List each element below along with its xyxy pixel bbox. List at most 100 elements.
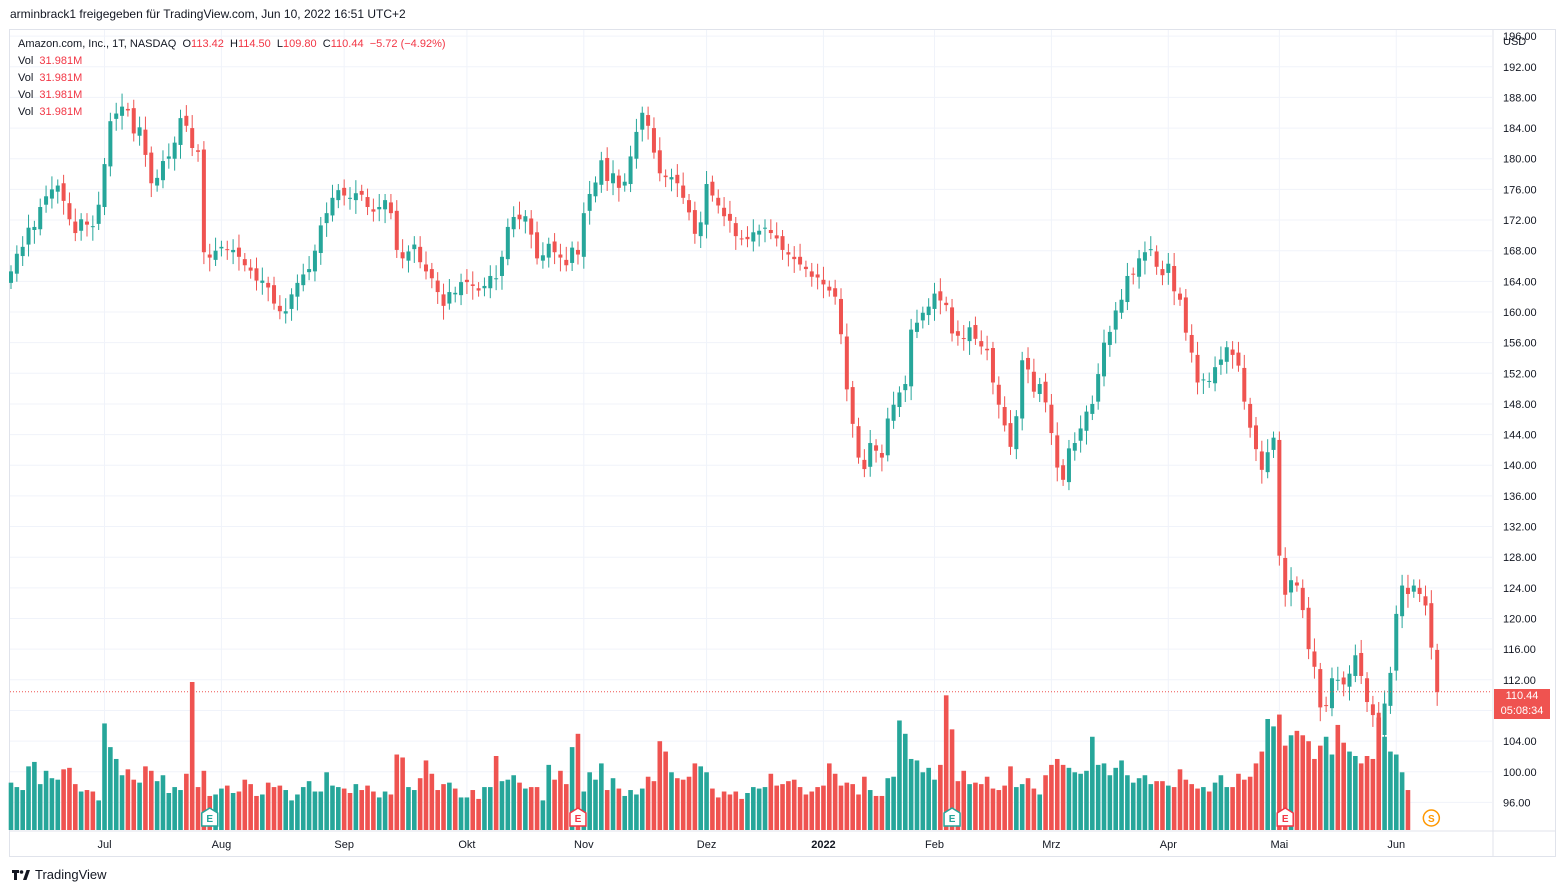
candle-body — [1084, 411, 1089, 431]
candle-body — [821, 279, 826, 285]
candle-body — [248, 267, 253, 271]
volume-bar — [780, 784, 785, 830]
volume-bar — [458, 797, 464, 830]
volume-bar — [341, 788, 347, 830]
candle-body — [1394, 613, 1399, 671]
y-tick-label: 192.00 — [1503, 62, 1537, 74]
candle-body — [412, 244, 417, 250]
volume-bar — [821, 785, 826, 830]
candle-body — [914, 322, 919, 332]
candle-body — [14, 253, 19, 274]
volume-bar — [376, 797, 382, 830]
event-marker-label: E — [1282, 814, 1289, 825]
volume-bar — [505, 779, 511, 830]
volume-bar — [1008, 766, 1013, 830]
candle-body — [295, 282, 300, 297]
candle-body — [985, 348, 990, 351]
candle-body — [283, 311, 288, 314]
candle-body — [552, 241, 557, 253]
candle-body — [61, 183, 66, 201]
volume-bar — [926, 767, 931, 830]
candle-body — [1142, 252, 1147, 261]
earnings-marker-icon — [569, 807, 587, 827]
candle-body — [213, 250, 218, 260]
volume-bar — [1031, 788, 1037, 830]
volume-bar — [1259, 751, 1265, 830]
candle-body — [663, 175, 668, 178]
volume-bar — [265, 782, 271, 830]
volume-legend-row[interactable]: Vol 31.981M — [18, 104, 446, 121]
tradingview-footer[interactable]: TradingView — [12, 867, 107, 882]
candle-body — [850, 387, 855, 424]
volume-bar — [546, 764, 552, 830]
candle-body — [745, 236, 750, 240]
y-tick-label: 100.00 — [1503, 767, 1537, 779]
volume-bar — [885, 778, 891, 830]
candle-body — [950, 307, 955, 334]
volume-bar — [809, 791, 815, 830]
volume-bar — [271, 787, 277, 830]
candle-body — [575, 249, 580, 255]
candle-body — [692, 210, 697, 234]
volume-bar — [108, 747, 113, 830]
candle-body — [815, 274, 820, 278]
volume-bar — [72, 784, 78, 830]
volume-legend-row[interactable]: Vol 31.981M — [18, 87, 446, 104]
candle-body — [722, 207, 727, 217]
volume-bar — [1125, 775, 1130, 830]
volume-bar — [1393, 754, 1399, 830]
candle-body — [1102, 342, 1107, 377]
volume-bar — [1288, 735, 1294, 830]
tradingview-brand: TradingView — [35, 867, 107, 882]
candle-body — [540, 255, 545, 261]
volume-bar — [1195, 788, 1200, 830]
volume-bar — [96, 800, 101, 830]
symbol-title[interactable]: Amazon.com, Inc., 1T, NASDAQ — [18, 38, 177, 50]
candle-body — [535, 232, 540, 259]
volume-bar — [1382, 736, 1387, 830]
volume-bar — [1224, 787, 1230, 830]
volume-bar — [1306, 741, 1311, 830]
candle-body — [669, 177, 674, 180]
candle-body — [593, 182, 598, 197]
candle-body — [464, 279, 469, 283]
candle-body — [1107, 331, 1112, 345]
candle-body — [1195, 354, 1200, 383]
candle-body — [38, 207, 43, 230]
candle-body — [1329, 678, 1334, 709]
volume-bar — [756, 788, 762, 830]
y-tick-label: 180.00 — [1503, 154, 1537, 166]
candle-body — [219, 246, 224, 249]
candle-body — [178, 118, 183, 145]
volume-bar — [616, 788, 622, 830]
volume-bar — [1066, 767, 1072, 830]
volume-bar — [1376, 717, 1382, 830]
candle-body — [1253, 425, 1258, 450]
candle-body — [1137, 258, 1142, 277]
volume-bar — [628, 790, 633, 830]
candle-body — [120, 106, 125, 116]
volume-legend-row[interactable]: Vol 31.981M — [18, 53, 446, 70]
candle-body — [1055, 435, 1060, 468]
volume-bar — [1113, 767, 1119, 830]
volume-bar — [1177, 769, 1183, 830]
candle-body — [1248, 403, 1253, 428]
candle-body — [1066, 448, 1071, 483]
volume-legend-row[interactable]: Vol 31.981M — [18, 70, 446, 87]
volume-bar — [184, 773, 189, 830]
y-tick-label: 104.00 — [1503, 736, 1537, 748]
candle-body — [149, 152, 154, 184]
candle-body — [470, 284, 475, 286]
candle-body — [634, 131, 639, 159]
candle-body — [739, 238, 744, 240]
y-tick-label: 160.00 — [1503, 307, 1537, 319]
candle-body — [1148, 249, 1153, 251]
candle-body — [827, 286, 832, 291]
volume-bar — [669, 772, 674, 830]
volume-bar — [49, 778, 55, 830]
candle-body — [1353, 655, 1358, 676]
split-marker-icon — [1422, 809, 1441, 827]
volume-bar — [1341, 742, 1346, 830]
